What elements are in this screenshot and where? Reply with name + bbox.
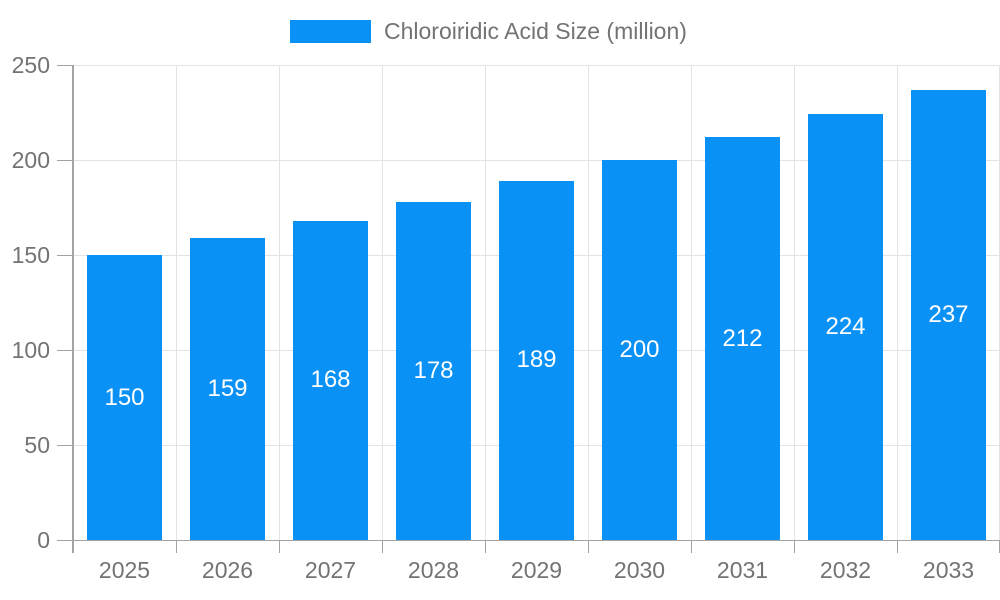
y-axis-tick	[57, 254, 73, 256]
y-axis-line	[72, 65, 74, 553]
x-axis-tick	[175, 540, 177, 553]
x-tick-label-2029: 2029	[510, 557, 563, 583]
y-tick-label-200: 200	[11, 146, 50, 173]
bar-2025[interactable]: 150	[87, 255, 162, 540]
bar-2029[interactable]: 189	[499, 180, 574, 540]
x-axis-tick	[72, 540, 74, 553]
gridline-vertical	[485, 65, 486, 540]
y-tick-label-150: 150	[11, 241, 50, 268]
bar-value-label: 150	[104, 383, 145, 411]
gridline-horizontal	[73, 159, 1000, 161]
gridline-horizontal	[73, 64, 1000, 66]
x-tick-label-2033: 2033	[922, 557, 975, 583]
gridline-vertical	[279, 65, 280, 540]
y-axis-tick	[57, 539, 73, 541]
gridline-vertical	[897, 65, 898, 540]
bar-value-label: 168	[310, 366, 351, 394]
gridline-vertical	[794, 65, 795, 540]
x-tick-label-2032: 2032	[819, 557, 872, 583]
bar-2030[interactable]: 200	[602, 160, 677, 540]
x-tick-label-2028: 2028	[407, 557, 460, 583]
x-tick-label-2027: 2027	[304, 557, 357, 583]
x-tick-label-2025: 2025	[98, 557, 151, 583]
gridline-vertical	[382, 65, 383, 540]
x-axis-tick	[998, 540, 1000, 553]
y-tick-label-50: 50	[24, 431, 50, 458]
gridline-vertical	[588, 65, 589, 540]
x-axis-tick	[587, 540, 589, 553]
bar-value-label: 159	[207, 374, 248, 402]
x-tick-label-2026: 2026	[201, 557, 254, 583]
y-tick-label-0: 0	[37, 526, 50, 553]
legend-label: Chloroiridic Acid Size (million)	[384, 18, 687, 44]
bar-value-label: 189	[516, 346, 557, 374]
x-axis-tick	[690, 540, 692, 553]
bar-value-label: 224	[825, 313, 866, 341]
x-axis-tick	[793, 540, 795, 553]
x-axis-tick	[278, 540, 280, 553]
y-axis-tick	[57, 64, 73, 66]
x-axis-line	[72, 539, 1000, 541]
bar-value-label: 237	[928, 300, 969, 328]
bar-2032[interactable]: 224	[808, 114, 883, 540]
x-tick-label-2031: 2031	[716, 557, 769, 583]
x-axis-tick	[381, 540, 383, 553]
y-axis-tick	[57, 444, 73, 446]
bar-2027[interactable]: 168	[293, 220, 368, 540]
y-tick-label-250: 250	[11, 51, 50, 78]
x-axis-tick	[896, 540, 898, 553]
gridline-vertical	[176, 65, 177, 540]
y-axis-tick	[57, 159, 73, 161]
bar-2033[interactable]: 237	[911, 89, 986, 540]
y-tick-label-100: 100	[11, 336, 50, 363]
legend-swatch	[290, 19, 371, 43]
bar-2031[interactable]: 212	[705, 137, 780, 540]
bar-value-label: 178	[413, 356, 454, 384]
y-axis-tick	[57, 349, 73, 351]
bar-2026[interactable]: 159	[190, 237, 265, 540]
legend[interactable]: Chloroiridic Acid Size (million)	[290, 18, 687, 44]
bar-value-label: 200	[619, 336, 660, 363]
x-tick-label-2030: 2030	[613, 557, 666, 583]
bar-2028[interactable]: 178	[396, 201, 471, 540]
x-axis-tick	[484, 540, 486, 553]
gridline-vertical	[691, 65, 692, 540]
bar-value-label: 212	[722, 324, 763, 352]
